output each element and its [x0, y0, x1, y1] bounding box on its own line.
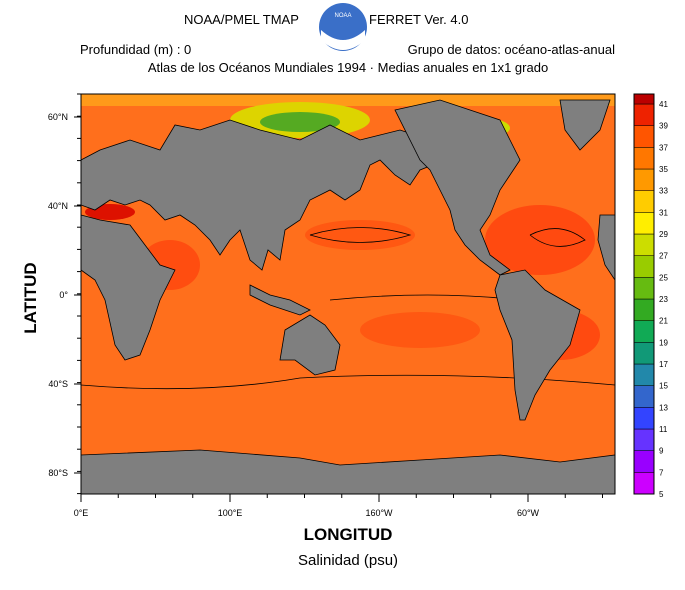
lat-tick-label: 40°S [48, 379, 68, 389]
colorbar-label: 23 [659, 295, 668, 304]
salty-region [360, 312, 480, 348]
colorbar-label: 11 [659, 425, 668, 434]
logo-text: NOAA [334, 13, 351, 19]
contour [309, 227, 412, 243]
map [80, 93, 616, 495]
colorbar-label: 29 [659, 230, 668, 239]
colorbar: 5 7 9 11 13 15 17 19 21 23 25 27 29 31 33 35 37 39 41 [633, 93, 668, 499]
colorbar-cell [633, 342, 655, 365]
colorbar-label: 9 [659, 447, 664, 456]
lat-tick-label: 80°S [48, 468, 68, 478]
depth: Profundidad (m) : 0 [80, 42, 191, 57]
colorbar-cell [633, 428, 655, 451]
colorbar-cell [633, 212, 655, 235]
y-axis-label: LATITUD [21, 262, 40, 333]
australia [279, 314, 341, 376]
west-africa [597, 214, 616, 282]
colorbar-cell [633, 93, 655, 105]
greenland [559, 99, 611, 151]
africa [80, 214, 176, 361]
colorbar-cell [633, 233, 655, 256]
logo-wave [321, 30, 365, 50]
lon-tick-label: 160°W [365, 508, 393, 518]
colorbar-label: 35 [659, 165, 668, 174]
colorbar-cell [633, 385, 655, 408]
contour [529, 228, 586, 247]
colorbar-label: 5 [659, 490, 664, 499]
colorbar-cell [633, 168, 655, 191]
colorbar-cell [633, 450, 655, 473]
lon-tick-label: 100°E [218, 508, 243, 518]
indonesia [249, 284, 311, 316]
variable-label: Salinidad (psu) [298, 552, 398, 569]
dataset: Grupo de datos: océano-atlas-anual [408, 42, 616, 57]
colorbar-label: 27 [659, 252, 668, 261]
axes: 60°N 40°N 0° 40°S 80°S 0°E 100°E 160°W 60°W [48, 93, 603, 518]
colorbar-label: 19 [659, 338, 668, 347]
colorbar-label: 41 [659, 100, 668, 109]
colorbar-cell [633, 363, 655, 386]
arctic-fresh [260, 112, 340, 132]
colorbar-label: 7 [659, 468, 664, 477]
colorbar-label: 21 [659, 317, 668, 326]
colorbar-cell [633, 103, 655, 126]
colorbar-label: 25 [659, 273, 668, 282]
colorbar-cell [633, 125, 655, 148]
colorbar-label: 33 [659, 187, 668, 196]
header: NOAA/PMEL TMAP NOAA FERRET Ver. 4.0 Prof… [80, 3, 615, 75]
colorbar-cell [633, 472, 655, 495]
colorbar-frame [633, 93, 655, 495]
south-america [494, 269, 581, 421]
colorbar-label: 39 [659, 122, 668, 131]
colorbar-label: 37 [659, 143, 668, 152]
north-america [394, 99, 521, 276]
lon-tick-label: 0°E [74, 508, 89, 518]
header-right: FERRET Ver. 4.0 [369, 12, 468, 27]
colorbar-cell [633, 277, 655, 300]
lat-tick-label: 0° [59, 290, 68, 300]
salty-region [305, 220, 415, 250]
lat-tick-label: 40°N [48, 201, 68, 211]
lon-tick-label: 60°W [517, 508, 540, 518]
colorbar-label: 15 [659, 382, 668, 391]
colorbar-cell [633, 407, 655, 430]
salty-region [485, 205, 595, 275]
x-axis-label: LONGITUD [304, 525, 393, 544]
header-left: NOAA/PMEL TMAP [184, 12, 299, 27]
lat-tick-label: 60°N [48, 112, 68, 122]
eurasia [80, 119, 446, 271]
colorbar-label: 17 [659, 360, 668, 369]
colorbar-cell [633, 298, 655, 321]
arctic [81, 94, 615, 106]
colorbar-cell [633, 147, 655, 170]
colorbar-label: 31 [659, 208, 668, 217]
colorbar-label: 13 [659, 403, 668, 412]
colorbar-cell [633, 320, 655, 343]
colorbar-cell [633, 190, 655, 213]
subtitle: Atlas de los Océanos Mundiales 1994 · Me… [148, 60, 548, 75]
colorbar-cell [633, 255, 655, 278]
